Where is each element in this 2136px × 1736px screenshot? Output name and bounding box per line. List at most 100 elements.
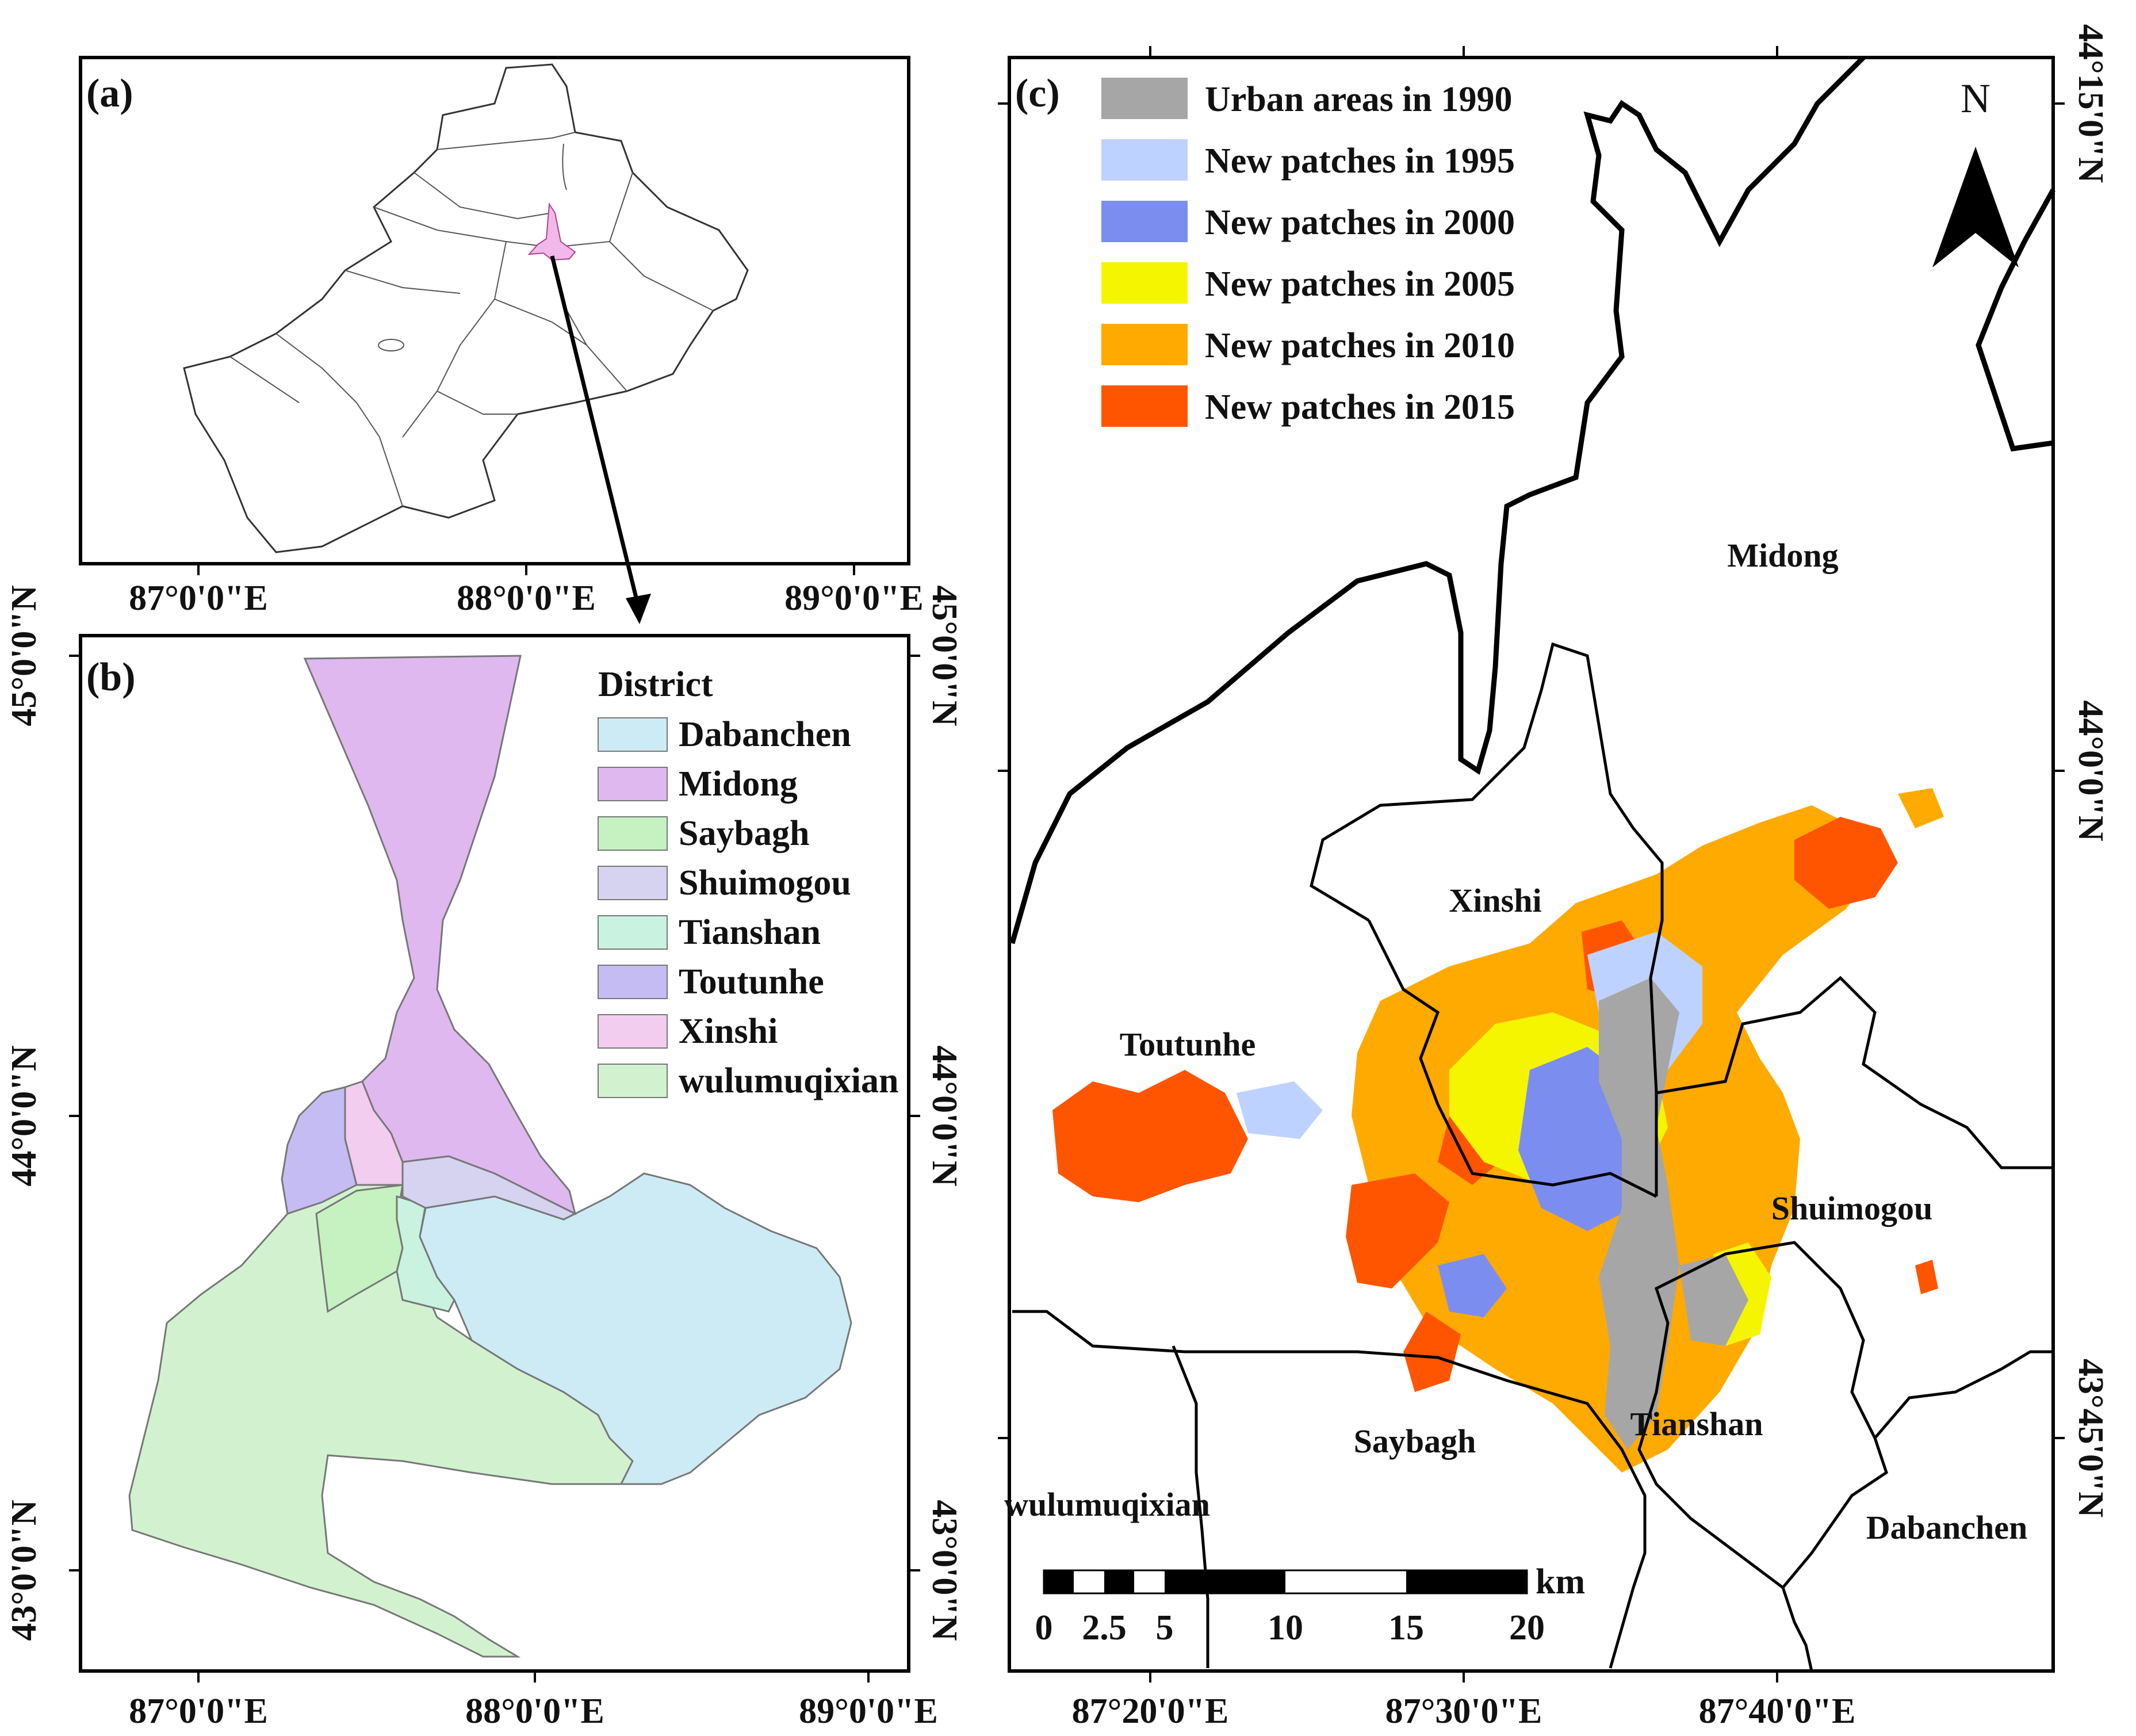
panel-b-ytick-right-1: 45°0'0"N [925, 585, 964, 726]
legend-b-swatch-toutunhe [598, 965, 668, 999]
patch-2015-northeast [1794, 817, 1898, 909]
midong-boundary-east [1976, 188, 2055, 452]
panel-c-ytick-right-1: 44°15'0"N [2071, 24, 2110, 183]
label-saybagh: Saybagh [1354, 1423, 1476, 1460]
patch-1995-west [1237, 1081, 1323, 1139]
patch-1990-urban-core [1599, 978, 1679, 1450]
label-toutunhe: Toutunhe [1120, 1026, 1255, 1063]
panel-c-legend: Urban areas in 1990 New patches in 1995 … [1101, 78, 1515, 427]
legend-c-label-1995: New patches in 1995 [1205, 142, 1515, 181]
scale-tick-10: 10 [1268, 1608, 1303, 1647]
panel-c-ytick-right-3: 43°45'0"N [2071, 1359, 2110, 1517]
legend-c-label-2015: New patches in 2015 [1205, 388, 1515, 427]
panel-c-label: (c) [1015, 71, 1060, 116]
legend-c-swatch-2015 [1101, 385, 1188, 427]
scale-bar: km 0 2.5 5 10 15 20 [1035, 1562, 1586, 1647]
legend-c-swatch-2005 [1101, 262, 1188, 304]
saybagh-boundary [1012, 1310, 1647, 1669]
xinjiang-outline [183, 63, 749, 553]
legend-c-swatch-1990 [1101, 78, 1188, 119]
legend-b-label-shuimogou: Shuimogou [679, 863, 851, 903]
panel-b-xtick-1: 87°0'0"E [129, 1692, 268, 1731]
north-arrow-icon [1932, 147, 2019, 267]
legend-b-swatch-saybagh [598, 816, 668, 851]
scale-tick-2-5: 2.5 [1082, 1608, 1127, 1647]
legend-b-swatch-shuimogou [598, 866, 668, 900]
toutunhe-boundary [1367, 919, 1657, 1198]
legend-b-label-wulumuqixian: wulumuqixian [679, 1061, 899, 1100]
panel-b-xtick-2: 88°0'0"E [465, 1692, 604, 1731]
scale-tick-20: 20 [1509, 1608, 1545, 1647]
legend-b-swatch-dabanchen [598, 717, 668, 752]
panel-a-label: (a) [86, 71, 133, 116]
panel-b-xtick-3: 89°0'0"E [799, 1692, 938, 1731]
legend-b-label-toutunhe: Toutunhe [679, 962, 824, 1001]
wulumuqixian-boundary [1172, 1345, 1209, 1668]
inset-arrow-head [626, 594, 651, 624]
legend-c-label-2005: New patches in 2005 [1205, 265, 1515, 304]
north-arrow-label: N [1961, 75, 1990, 121]
panel-c-ytick-right-2: 44°0'0"N [2071, 700, 2110, 841]
inset-arrow [550, 255, 641, 607]
panel-a-xtick-1: 87°0'0"E [129, 579, 268, 618]
panel-b-ytick-right-3: 43°0'0"N [925, 1500, 964, 1641]
scale-bar-unit: km [1536, 1562, 1585, 1601]
scale-tick-0: 0 [1035, 1608, 1053, 1647]
district-midong [303, 655, 577, 1215]
dabanchen-boundary-south [1781, 1587, 1813, 1672]
legend-b-swatch-wulumuqixian [598, 1064, 668, 1098]
patch-2015-scatter-1 [1915, 1260, 1938, 1294]
panel-b-ytick-left-1: 45°0'0"N [5, 585, 44, 726]
legend-c-label-1990: Urban areas in 1990 [1205, 80, 1513, 119]
label-xinshi: Xinshi [1449, 882, 1541, 919]
scale-tick-15: 15 [1388, 1608, 1424, 1647]
label-shuimogou: Shuimogou [1771, 1190, 1932, 1227]
panel-a-xtick-2: 88°0'0"E [457, 579, 596, 618]
legend-b-swatch-xinshi [598, 1014, 668, 1049]
panel-c-xtick-2: 87°30'0"E [1385, 1692, 1542, 1731]
panel-b-ytick-left-2: 44°0'0"N [5, 1045, 44, 1186]
label-midong: Midong [1727, 537, 1838, 574]
legend-b-swatch-tianshan [598, 915, 668, 950]
legend-b-label-midong: Midong [679, 764, 798, 804]
legend-b-title: District [598, 665, 713, 704]
legend-b-label-xinshi: Xinshi [679, 1012, 778, 1051]
legend-b-label-dabanchen: Dabanchen [679, 715, 851, 754]
xinjiang-prefectures [229, 132, 714, 507]
tianshan-boundary [1637, 1241, 1888, 1590]
xinshi-boundary [1310, 642, 1664, 1196]
patch-2010-scatter-1 [1898, 788, 1944, 828]
urban-patches [1052, 788, 1944, 1473]
label-wulumuqixian: wulumuqixian [1004, 1486, 1210, 1523]
legend-c-label-2000: New patches in 2000 [1205, 203, 1515, 242]
panel-b-label: (b) [86, 655, 136, 699]
panel-b: (b) District Dabanchen Midong Saybagh Sh… [5, 585, 964, 1731]
legend-b-label-tianshan: Tianshan [679, 913, 821, 952]
patch-2015-south-1 [1403, 1311, 1461, 1392]
panel-b-legend: District Dabanchen Midong Saybagh Shuimo… [598, 665, 899, 1100]
district-dabanchen [419, 1172, 852, 1485]
panel-c: Urban areas in 1990 New patches in 1995 … [998, 24, 2110, 1731]
legend-c-label-2010: New patches in 2010 [1205, 326, 1515, 365]
patch-1990-east [1679, 1254, 1748, 1346]
legend-c-swatch-2010 [1101, 324, 1188, 365]
panel-a: (a) 87°0'0"E 88°0'0"E 89°0'0"E [79, 56, 924, 624]
panel-c-xtick-3: 87°40'0"E [1699, 1692, 1856, 1731]
patch-2015-southwest [1346, 1173, 1449, 1288]
north-arrow: N [1932, 75, 2019, 267]
legend-c-swatch-2000 [1101, 201, 1188, 242]
midong-boundary-west [1009, 55, 1866, 945]
patch-2015-west [1052, 1070, 1248, 1202]
panel-b-ytick-right-2: 44°0'0"N [925, 1045, 964, 1186]
label-dabanchen: Dabanchen [1866, 1509, 2027, 1546]
legend-c-swatch-1995 [1101, 139, 1188, 181]
patch-2000-south [1438, 1254, 1507, 1317]
panel-a-xtick-3: 89°0'0"E [784, 579, 924, 618]
legend-b-label-saybagh: Saybagh [679, 814, 809, 853]
dabanchen-boundary [1874, 1350, 2053, 1439]
scale-tick-5: 5 [1156, 1608, 1174, 1647]
label-tianshan: Tianshan [1630, 1405, 1763, 1443]
legend-b-swatch-midong [598, 767, 668, 801]
panel-c-xtick-1: 87°20'0"E [1072, 1692, 1229, 1731]
